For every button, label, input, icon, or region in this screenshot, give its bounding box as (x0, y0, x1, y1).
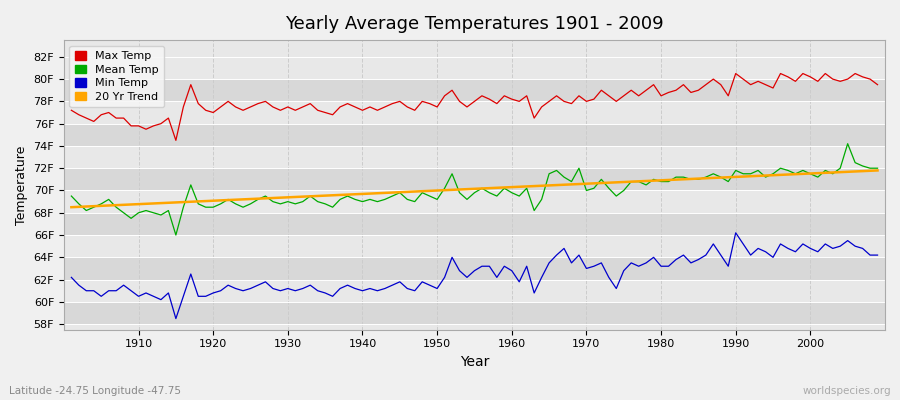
Bar (64, 280, 885, 302)
Bar (64, 57, 885, 79)
Bar (64, 79, 885, 101)
Text: Latitude -24.75 Longitude -47.75: Latitude -24.75 Longitude -47.75 (9, 386, 181, 396)
Legend: Max Temp, Mean Temp, Min Temp, 20 Yr Trend: Max Temp, Mean Temp, Min Temp, 20 Yr Tre… (69, 46, 164, 107)
Bar (64, 168, 885, 190)
Bar (64, 302, 885, 324)
Bar (64, 235, 885, 257)
Y-axis label: Temperature: Temperature (15, 145, 28, 225)
Bar (64, 257, 885, 280)
Bar (64, 213, 885, 235)
X-axis label: Year: Year (460, 355, 489, 369)
Bar (64, 190, 885, 213)
Bar (64, 101, 885, 124)
Text: worldspecies.org: worldspecies.org (803, 386, 891, 396)
Bar (64, 124, 885, 146)
Bar (64, 146, 885, 168)
Title: Yearly Average Temperatures 1901 - 2009: Yearly Average Temperatures 1901 - 2009 (285, 15, 664, 33)
